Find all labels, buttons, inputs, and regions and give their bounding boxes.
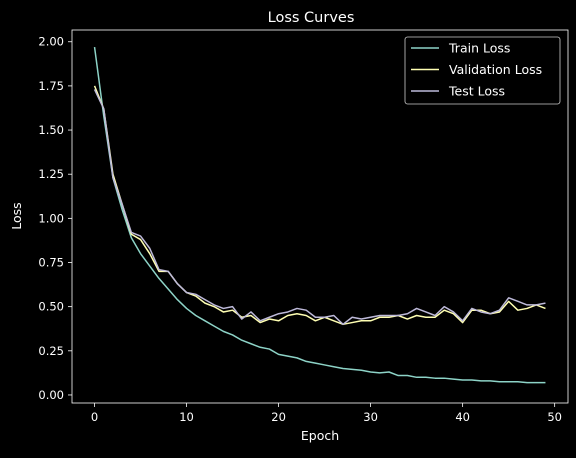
legend-label: Train Loss: [448, 41, 510, 56]
y-tick-label: 0.25: [38, 344, 64, 358]
legend-box: [404, 36, 561, 105]
legend-label: Validation Loss: [449, 62, 542, 77]
x-tick-label: 50: [547, 410, 562, 424]
y-tick-label: 1.00: [38, 211, 64, 225]
x-tick-label: 30: [363, 410, 378, 424]
y-tick-label: 0.75: [38, 256, 64, 270]
y-tick-label: 1.50: [38, 123, 64, 137]
y-axis-label: Loss: [9, 202, 24, 229]
x-tick-label: 40: [455, 410, 470, 424]
series-layer: [93, 46, 546, 384]
x-tick-label: 10: [179, 410, 194, 424]
series-line-test-loss: [93, 89, 546, 326]
legend-label: Test Loss: [448, 84, 505, 99]
plot-frame: [71, 29, 569, 404]
y-tick-label: 2.00: [38, 35, 64, 49]
y-tick-label: 1.75: [38, 79, 64, 93]
y-tick-label: 0.00: [38, 388, 64, 402]
x-axis-label: Epoch: [301, 428, 339, 443]
x-tick-label: 20: [271, 410, 286, 424]
y-tick-label: 0.50: [38, 300, 64, 314]
series-line-train-loss: [93, 46, 546, 384]
legend: Train Loss Validation Loss Test Loss: [404, 36, 561, 105]
axes: 0 10 20 30 40 50 0.00 0.25 0.50 0.75 1.00 1.25 1.50 1…: [38, 29, 569, 424]
chart-title: Loss Curves: [268, 10, 355, 26]
x-tick-label: 0: [91, 410, 98, 424]
y-tick-label: 1.25: [38, 167, 64, 181]
